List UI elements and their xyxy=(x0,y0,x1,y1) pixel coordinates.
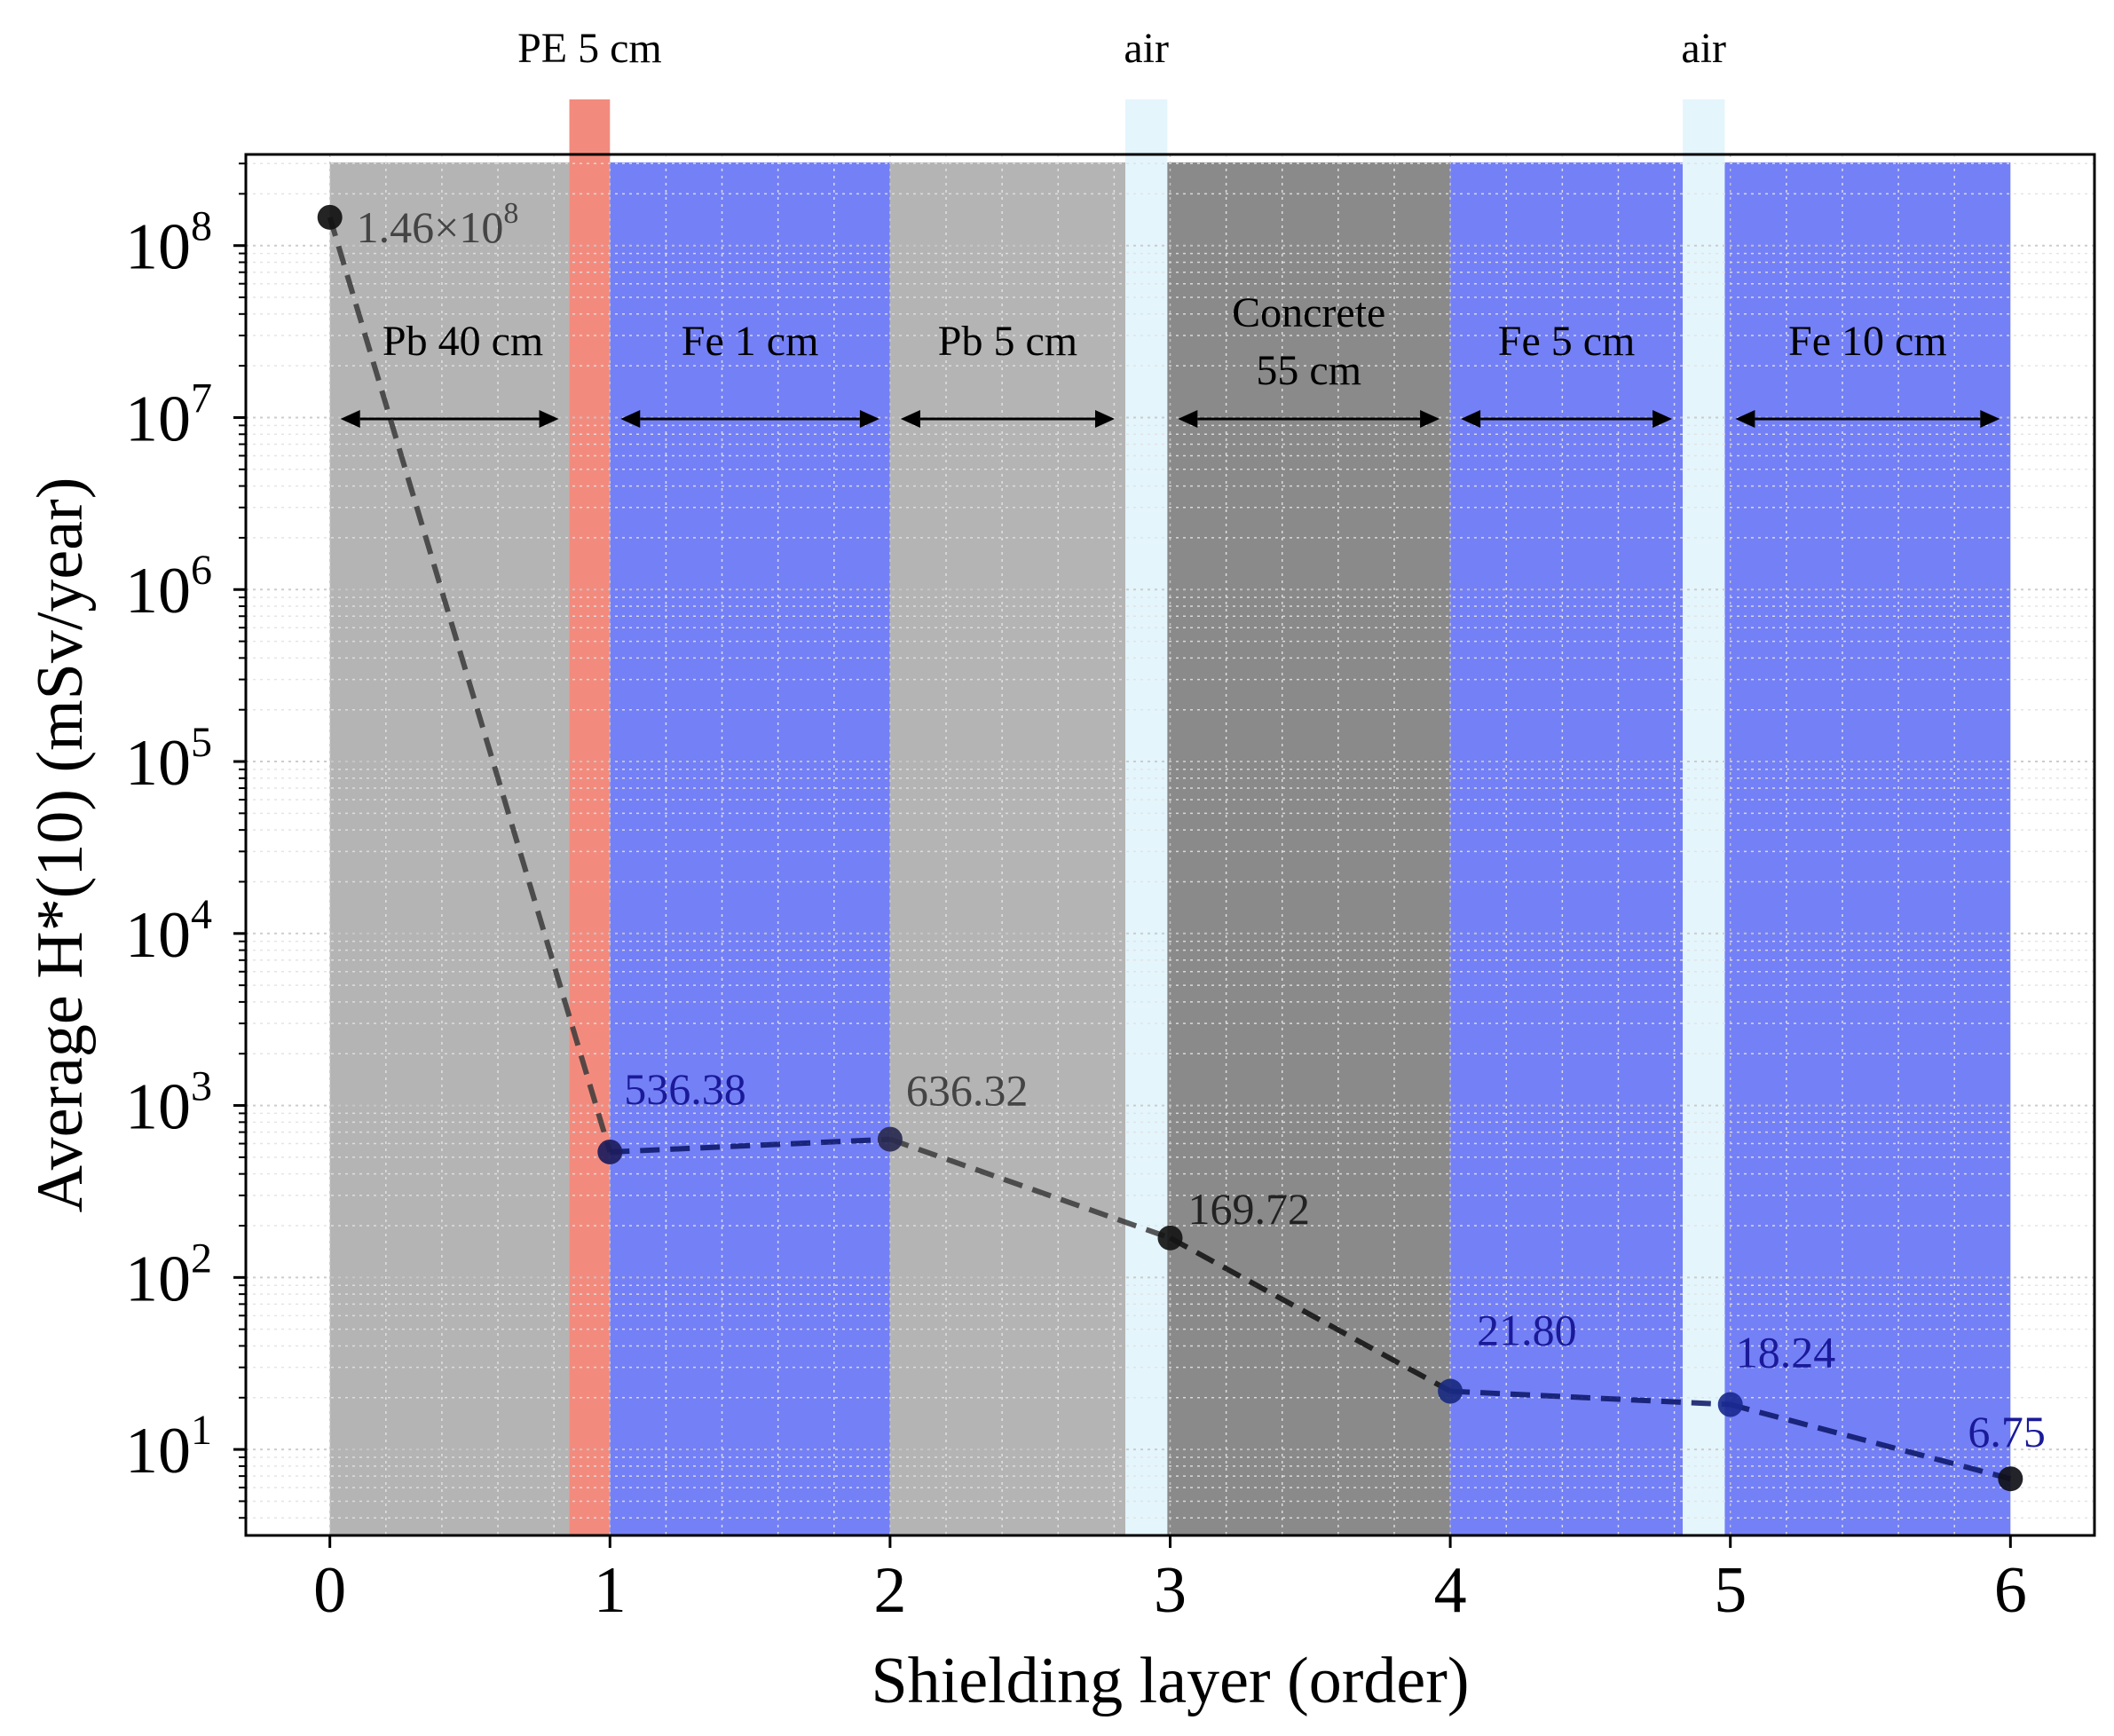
x-tick-label-5: 5 xyxy=(1714,1554,1747,1627)
region-4 xyxy=(1125,99,1168,1535)
region-3 xyxy=(889,162,1126,1535)
x-tick-label-3: 3 xyxy=(1154,1554,1187,1627)
y-tick-exponent: 5 xyxy=(191,719,212,766)
y-tick-exponent: 6 xyxy=(191,547,212,594)
data-label-base: 10 xyxy=(459,202,503,252)
data-label-2: 636.32 xyxy=(906,1066,1029,1116)
arrow-head-left-2 xyxy=(620,410,641,428)
data-label-5: 18.24 xyxy=(1736,1328,1836,1377)
y-tick-base: 10 xyxy=(125,727,191,800)
y-tick-base: 10 xyxy=(125,555,191,627)
y-tick-label-7: 108 xyxy=(125,203,212,284)
y-tick-base: 10 xyxy=(125,1243,191,1315)
data-points xyxy=(317,204,2023,1492)
data-point-3 xyxy=(1157,1225,1183,1251)
region-arrows xyxy=(340,410,2000,428)
data-point-1 xyxy=(597,1139,623,1164)
y-tick-base: 10 xyxy=(125,211,191,284)
data-label-3: 169.72 xyxy=(1188,1184,1311,1234)
y-axis-label: Average H*(10) (mSv/year) xyxy=(24,477,97,1213)
x-tick-labels: 0 1 2 3 4 5 6 xyxy=(313,1554,2027,1627)
x-tick-label-0: 0 xyxy=(313,1554,346,1627)
data-label-4: 21.80 xyxy=(1477,1306,1577,1355)
arrow-head-right-3 xyxy=(1095,410,1116,428)
region-1 xyxy=(569,99,611,1535)
region-label-3-0: Pb 5 cm xyxy=(938,318,1077,365)
y-tick-base: 10 xyxy=(125,899,191,972)
region-labels: Pb 40 cm PE 5 cm Fe 1 cm Pb 5 cm air Concrete… xyxy=(383,25,1947,394)
arrow-head-right-5 xyxy=(1420,410,1440,428)
y-tick-exponent: 1 xyxy=(191,1407,212,1454)
arrow-head-right-6 xyxy=(1653,410,1673,428)
x-tick-label-2: 2 xyxy=(873,1554,906,1627)
data-point-2 xyxy=(877,1126,903,1152)
region-label-5-1: 55 cm xyxy=(1256,347,1361,394)
shielding-regions xyxy=(329,99,2011,1535)
region-6 xyxy=(1450,162,1684,1535)
region-5 xyxy=(1167,162,1451,1535)
region-2 xyxy=(610,162,890,1535)
y-tick-exponent: 4 xyxy=(191,891,212,938)
y-tick-base: 10 xyxy=(125,383,191,455)
y-tick-label-6: 107 xyxy=(125,375,212,455)
region-label-4: air xyxy=(1124,25,1169,72)
arrow-head-left-8 xyxy=(1735,410,1755,428)
data-point-0 xyxy=(317,204,343,230)
region-label-6-0: Fe 5 cm xyxy=(1498,318,1636,365)
region-8 xyxy=(1724,162,2011,1535)
line-segment-1 xyxy=(610,1136,891,1155)
arrow-head-right-2 xyxy=(859,410,880,428)
arrow-head-left-5 xyxy=(1178,410,1198,428)
region-label-1: PE 5 cm xyxy=(517,25,662,72)
data-point-6 xyxy=(1998,1466,2023,1492)
data-label-times: × xyxy=(434,202,459,252)
y-tick-exponent: 8 xyxy=(191,203,212,250)
data-point-5 xyxy=(1717,1392,1743,1417)
region-label-7: air xyxy=(1681,25,1726,72)
x-tick-label-6: 6 xyxy=(1994,1554,2027,1627)
data-line xyxy=(327,216,2012,1482)
region-label-8-0: Fe 10 cm xyxy=(1788,318,1947,365)
arrow-head-right-8 xyxy=(1980,410,2000,428)
y-tick-exponent: 2 xyxy=(191,1235,212,1282)
y-tick-exponent: 7 xyxy=(191,375,212,422)
region-label-5-0: Concrete xyxy=(1232,289,1385,336)
y-tick-base: 10 xyxy=(125,1415,191,1487)
arrow-head-left-0 xyxy=(340,410,360,428)
data-point-4 xyxy=(1438,1378,1463,1404)
y-tick-base: 10 xyxy=(125,1071,191,1144)
line-segment-2 xyxy=(888,1136,1171,1241)
data-label-0: 1.46×108 xyxy=(357,197,519,252)
data-label-exponent: 8 xyxy=(503,197,518,230)
region-7 xyxy=(1683,99,1725,1535)
region-label-0-0: Pb 40 cm xyxy=(383,318,543,365)
arrow-head-right-0 xyxy=(539,410,559,428)
line-segment-4 xyxy=(1449,1388,1731,1408)
data-label-6: 6.75 xyxy=(1968,1407,2046,1456)
data-label-mantissa: 1.46 xyxy=(357,202,435,252)
data-labels: 1.46×108 536.38 636.32 169.72 21.80 18.24 6.75 xyxy=(357,197,2046,1456)
region-0 xyxy=(329,162,570,1535)
y-tick-label-3: 104 xyxy=(125,891,212,972)
grid xyxy=(246,154,2094,1535)
axis-ticks xyxy=(233,162,2012,1548)
y-tick-label-1: 102 xyxy=(125,1235,212,1315)
line-segment-0 xyxy=(327,216,613,1153)
y-tick-label-4: 105 xyxy=(125,719,212,800)
x-tick-label-4: 4 xyxy=(1434,1554,1467,1627)
x-axis-label: Shielding layer (order) xyxy=(872,1645,1470,1717)
line-segment-3 xyxy=(1169,1235,1452,1394)
region-label-2-0: Fe 1 cm xyxy=(682,318,819,365)
arrow-head-left-3 xyxy=(900,410,920,428)
line-segment-5 xyxy=(1729,1401,2012,1482)
y-tick-label-5: 106 xyxy=(125,547,212,627)
data-label-1: 536.38 xyxy=(624,1064,746,1114)
arrow-head-left-6 xyxy=(1461,410,1481,428)
y-tick-exponent: 3 xyxy=(191,1063,212,1110)
y-tick-label-0: 101 xyxy=(125,1407,212,1487)
x-tick-label-1: 1 xyxy=(594,1554,627,1627)
y-tick-label-2: 103 xyxy=(125,1063,212,1144)
